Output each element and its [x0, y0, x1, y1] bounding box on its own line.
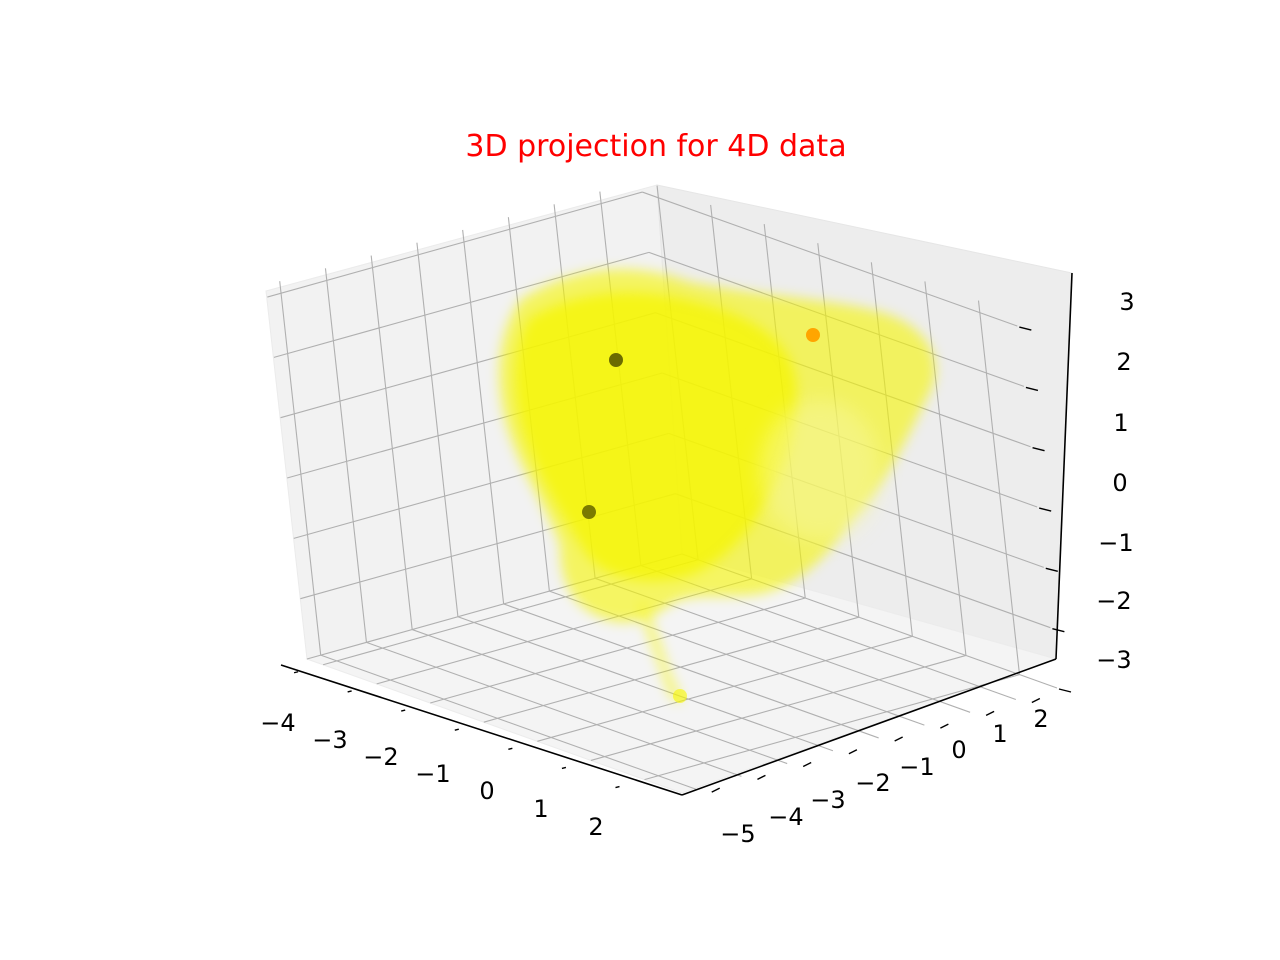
z-tick-mark: [1058, 688, 1072, 693]
x-tick-label: 2: [588, 813, 603, 841]
y-grid-line: [411, 629, 788, 765]
x-tick-mark: [508, 747, 513, 750]
highlight-points: [582, 328, 820, 519]
highlight-point: [582, 505, 596, 519]
y-tick-label: −3: [810, 786, 845, 814]
y-tick-mark: [802, 761, 812, 768]
y-grid-line: [320, 654, 696, 790]
y-tick-label: −1: [899, 753, 934, 781]
y-grid-line: [279, 281, 322, 656]
y-tick-label: 0: [951, 736, 966, 764]
z-grid-line: [642, 191, 1018, 327]
x-axis-line: [280, 664, 683, 796]
x-tick-mark: [454, 728, 459, 731]
y-tick-label: 2: [1033, 705, 1048, 733]
z-tick-label: 0: [1112, 469, 1127, 497]
y-grid-line: [416, 242, 459, 617]
z-tick-mark: [1052, 627, 1065, 633]
z-tick-mark: [1025, 386, 1039, 392]
x-tick-label: −2: [363, 743, 398, 771]
highlight-point: [609, 353, 623, 367]
y-tick-label: −5: [720, 820, 755, 848]
y-grid-line: [366, 641, 742, 777]
y-tick-label: 1: [992, 720, 1007, 748]
highlight-point: [806, 328, 820, 342]
x-tick-label: −4: [260, 709, 295, 737]
x-grid-line: [537, 635, 913, 742]
y-grid-line: [462, 229, 505, 604]
x-tick-label: −1: [415, 760, 450, 788]
y-tick-mark: [1031, 697, 1041, 704]
y-tick-label: −4: [768, 803, 803, 831]
x-tick-label: 1: [533, 795, 548, 823]
x-grid-line: [924, 281, 967, 656]
y-tick-mark: [757, 774, 766, 780]
y-grid-line: [503, 603, 879, 739]
x-grid-line: [430, 597, 806, 704]
z-tick-mark: [1032, 447, 1045, 452]
x-tick-label: −3: [312, 726, 347, 754]
cloud-tail-point: [673, 689, 687, 703]
y-grid-line: [370, 255, 413, 630]
x-grid-line: [644, 674, 1020, 781]
y-grid-line: [457, 616, 834, 752]
x-tick-mark: [401, 709, 406, 712]
x-grid-line: [483, 616, 859, 723]
x-grid-line: [977, 300, 1021, 675]
axis-ticks: [293, 326, 1072, 793]
z-tick-label: −1: [1098, 529, 1133, 557]
z-tick-label: 1: [1113, 409, 1128, 437]
z-tick-label: −3: [1096, 646, 1131, 674]
chart-title: 3D projection for 4D data: [465, 129, 846, 164]
x-tick-mark: [347, 690, 352, 693]
x-grid-line: [590, 654, 967, 761]
z-grid-line: [273, 251, 650, 358]
y-tick-mark: [894, 736, 903, 742]
y-tick-mark: [848, 749, 858, 755]
x-tick-labels: −4 −3 −2 −1 0 1 2: [260, 709, 603, 841]
y-axis-line: [681, 658, 1057, 796]
y-grid-line: [324, 268, 367, 643]
y-tick-mark: [940, 723, 949, 729]
z-tick-mark: [1045, 567, 1058, 573]
x-tick-mark: [293, 671, 299, 674]
y-tick-labels: −5 −4 −3 −2 −1 0 1 2: [720, 705, 1048, 848]
x-tick-mark: [615, 785, 620, 789]
z-tick-label: 3: [1119, 288, 1134, 316]
z-tick-label: −2: [1096, 587, 1131, 615]
z-tick-mark: [1019, 326, 1032, 331]
cloud-tail: [640, 600, 682, 703]
z-grid-line: [267, 191, 643, 298]
cloud-haze: [760, 400, 880, 540]
y-tick-mark: [711, 787, 721, 793]
z-axis-line: [1055, 272, 1073, 660]
y-tick-mark: [985, 710, 995, 716]
z-tick-label: 2: [1116, 348, 1131, 376]
z-tick-labels: −3 −2 −1 0 1 2 3: [1096, 288, 1134, 674]
x-tick-label: 0: [479, 777, 494, 805]
x-tick-mark: [561, 766, 567, 770]
y-tick-label: −2: [855, 769, 890, 797]
z-tick-mark: [1038, 507, 1052, 512]
